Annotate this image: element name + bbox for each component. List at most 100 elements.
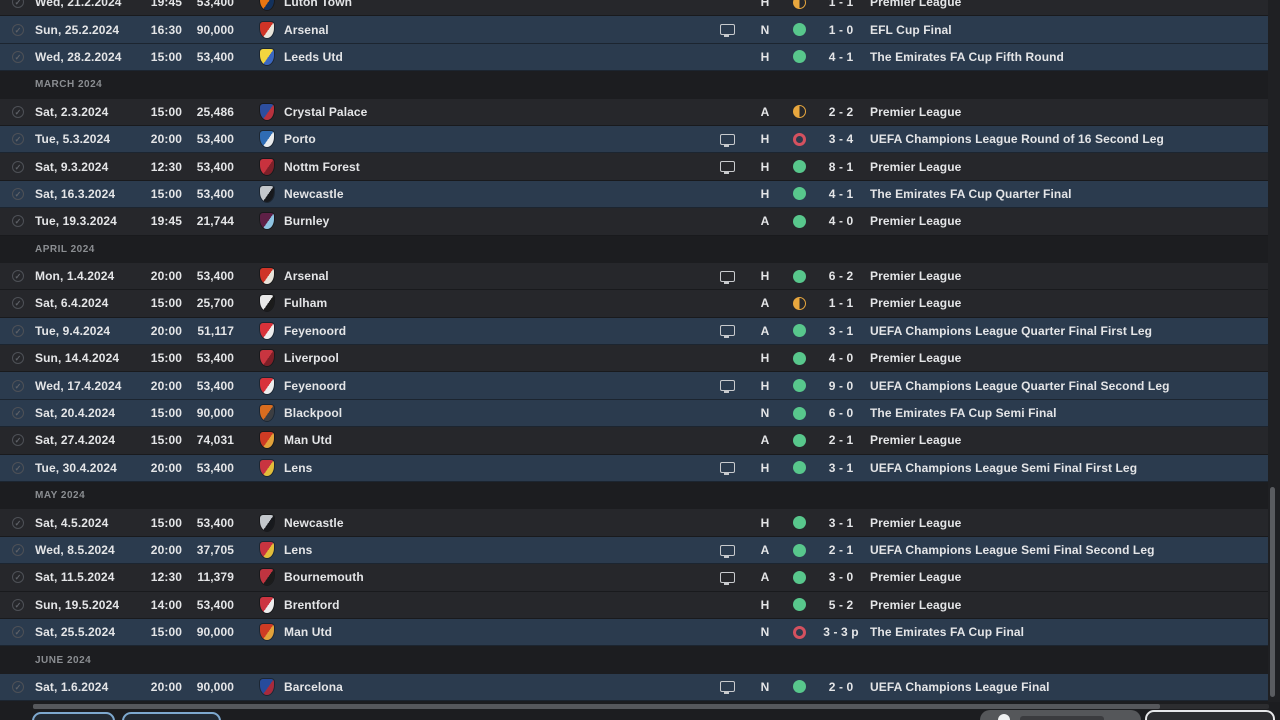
venue-letter: N (760, 625, 770, 640)
competition-name: Premier League (870, 104, 962, 119)
match-time: 15:00 (150, 296, 182, 311)
fixture-row[interactable]: Sat, 1.6.2024 20:00 90,000 Barcelona N 2… (0, 673, 1268, 702)
opponent-name: Man Utd (284, 625, 333, 640)
match-attendance: 21,744 (196, 214, 234, 229)
opponent-name: Arsenal (284, 22, 329, 37)
fixture-row[interactable]: Mon, 1.4.2024 20:00 53,400 Arsenal H 6 -… (0, 262, 1268, 291)
fixture-row[interactable]: Tue, 19.3.2024 19:45 21,744 Burnley A 4 … (0, 208, 1268, 236)
loss-ring-icon (792, 132, 806, 146)
match-score: 3 - 1 (828, 323, 854, 338)
month-label: APRIL 2024 (35, 243, 95, 255)
fixture-row[interactable]: Wed, 8.5.2024 20:00 37,705 Lens A 2 - 1 … (0, 536, 1268, 565)
fixture-row[interactable]: Sun, 25.2.2024 16:30 90,000 Arsenal N 1 … (0, 16, 1268, 44)
match-score: 4 - 0 (828, 214, 854, 229)
match-attendance: 51,117 (197, 323, 234, 338)
vertical-scrollbar-thumb[interactable] (1270, 487, 1275, 697)
team-badge-icon (260, 377, 274, 394)
match-attendance: 53,400 (196, 186, 234, 201)
match-attendance: 53,400 (196, 132, 234, 147)
horizontal-scrollbar-thumb[interactable] (33, 704, 1160, 709)
opponent-name: Arsenal (284, 269, 329, 284)
competition-name: UEFA Champions League Semi Final Second … (870, 543, 1155, 557)
fixture-list: Wed, 21.2.2024 19:45 53,400 Luton Town H… (0, 0, 1268, 701)
venue-letter: H (760, 351, 770, 366)
fixture-row[interactable]: Sat, 16.3.2024 15:00 53,400 Newcastle H … (0, 180, 1268, 209)
venue-letter: H (760, 269, 770, 284)
match-date: Sat, 6.4.2024 (35, 296, 109, 311)
footer-status-pill[interactable] (980, 710, 1141, 720)
match-time: 19:45 (150, 0, 182, 10)
match-attendance: 53,400 (196, 597, 234, 612)
match-attendance: 25,486 (196, 104, 234, 119)
check-icon (12, 105, 24, 118)
fixture-row[interactable]: Sat, 27.4.2024 15:00 74,031 Man Utd A 2 … (0, 427, 1268, 455)
footer-left-button-2[interactable] (122, 712, 221, 720)
fixture-row[interactable]: Tue, 30.4.2024 20:00 53,400 Lens H 3 - 1… (0, 454, 1268, 483)
fixture-row[interactable]: Wed, 28.2.2024 15:00 53,400 Leeds Utd H … (0, 43, 1268, 72)
month-label: JUNE 2024 (35, 654, 92, 666)
fixture-row[interactable]: Wed, 17.4.2024 20:00 53,400 Feyenoord H … (0, 372, 1268, 400)
competition-name: UEFA Champions League Semi Final First L… (870, 460, 1138, 475)
win-circle-icon (792, 351, 806, 365)
match-attendance: 37,705 (196, 543, 234, 557)
opponent-name: Blackpool (284, 406, 343, 421)
venue-letter: H (760, 597, 770, 612)
opponent-name: Burnley (284, 214, 330, 229)
competition-name: The Emirates FA Cup Fifth Round (870, 49, 1064, 64)
competition-name: UEFA Champions League Quarter Final Firs… (870, 323, 1153, 338)
check-icon (12, 434, 24, 447)
check-icon (12, 187, 24, 200)
fixture-row[interactable]: Sat, 2.3.2024 15:00 25,486 Crystal Palac… (0, 98, 1268, 126)
fixture-row[interactable]: Sat, 20.4.2024 15:00 90,000 Blackpool N … (0, 399, 1268, 428)
match-attendance: 53,400 (196, 159, 234, 174)
fixture-row[interactable]: Sat, 25.5.2024 15:00 90,000 Man Utd N 3 … (0, 618, 1268, 647)
fixture-row[interactable]: Wed, 21.2.2024 19:45 53,400 Luton Town H… (0, 0, 1268, 17)
team-badge-icon (260, 569, 274, 586)
check-icon (12, 0, 24, 9)
match-time: 15:00 (150, 625, 182, 640)
venue-letter: A (760, 214, 770, 229)
team-badge-icon (260, 0, 274, 11)
match-score: 1 - 1 (828, 296, 854, 311)
fixture-row[interactable]: Sun, 19.5.2024 14:00 53,400 Brentford H … (0, 591, 1268, 619)
fixture-row[interactable]: Tue, 9.4.2024 20:00 51,117 Feyenoord A 3… (0, 317, 1268, 346)
match-date: Tue, 9.4.2024 (35, 323, 111, 338)
competition-name: Premier League (870, 515, 962, 530)
status-text-placeholder (1020, 716, 1104, 720)
win-circle-icon (792, 433, 806, 447)
match-attendance: 90,000 (196, 406, 234, 421)
check-icon (12, 626, 24, 639)
footer-left-button-1[interactable] (32, 712, 115, 720)
fixture-row[interactable]: Sat, 4.5.2024 15:00 53,400 Newcastle H 3… (0, 509, 1268, 537)
win-circle-icon (792, 570, 806, 584)
fixture-row[interactable]: Tue, 5.3.2024 20:00 53,400 Porto H 3 - 4… (0, 125, 1268, 154)
check-icon (12, 407, 24, 420)
team-badge-icon (260, 48, 274, 65)
opponent-name: Bournemouth (284, 570, 364, 585)
venue-letter: N (760, 406, 770, 421)
opponent-name: Liverpool (284, 351, 339, 366)
fixture-row[interactable]: Sun, 14.4.2024 15:00 53,400 Liverpool H … (0, 345, 1268, 373)
venue-letter: A (760, 104, 770, 119)
match-date: Sun, 25.2.2024 (35, 22, 120, 37)
match-date: Sat, 27.4.2024 (35, 433, 116, 448)
fixture-row[interactable]: Sat, 6.4.2024 15:00 25,700 Fulham A 1 - … (0, 290, 1268, 318)
competition-name: UEFA Champions League Final (870, 679, 1050, 694)
match-time: 15:00 (150, 104, 182, 119)
win-circle-icon (792, 516, 806, 530)
opponent-name: Fulham (284, 296, 328, 311)
match-time: 20:00 (150, 132, 182, 147)
fixture-row[interactable]: Sat, 11.5.2024 12:30 11,379 Bournemouth … (0, 564, 1268, 592)
win-circle-icon (792, 50, 806, 64)
tv-icon (719, 462, 735, 476)
match-attendance: 53,400 (196, 49, 234, 64)
match-score: 1 - 1 (828, 0, 854, 10)
fixture-row[interactable]: Sat, 9.3.2024 12:30 53,400 Nottm Forest … (0, 153, 1268, 181)
win-circle-icon (792, 23, 806, 37)
win-circle-icon (792, 379, 806, 393)
match-date: Sat, 1.6.2024 (35, 679, 109, 694)
footer-continue-button[interactable] (1145, 710, 1275, 720)
win-circle-icon (792, 406, 806, 420)
win-circle-icon (792, 680, 806, 694)
match-time: 20:00 (150, 679, 182, 694)
